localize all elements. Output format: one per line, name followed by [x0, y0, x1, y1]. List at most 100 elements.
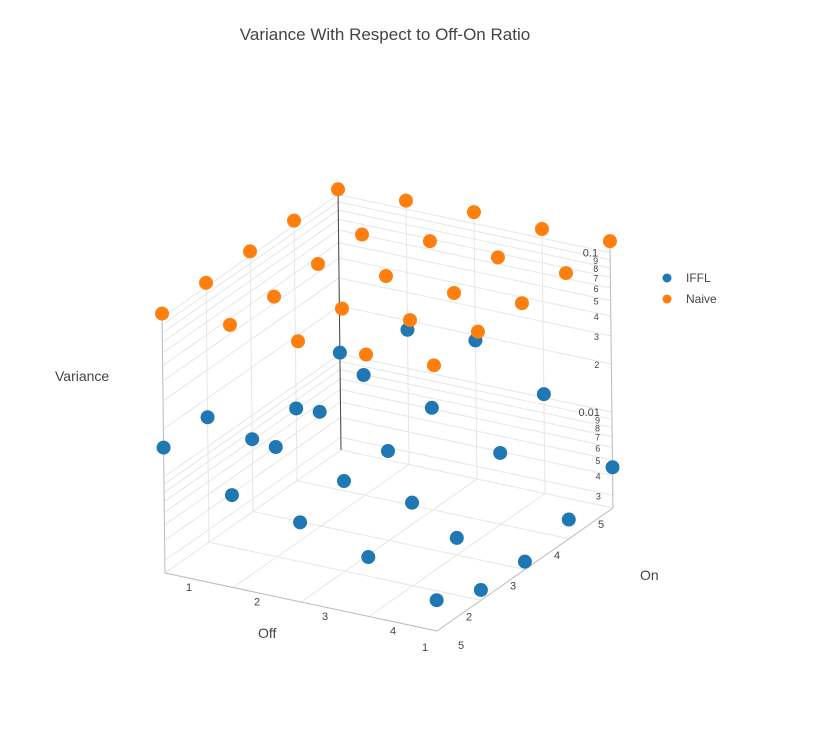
x-axis-title: Off [258, 625, 277, 641]
data-point[interactable] [517, 554, 532, 569]
data-point[interactable] [245, 432, 260, 447]
data-point[interactable] [429, 593, 444, 608]
x-tick-label: 5 [598, 519, 604, 531]
floor-grid-line [300, 478, 478, 603]
data-point[interactable] [466, 205, 481, 220]
y-tick-label: 5 [458, 640, 464, 652]
z-tick-label: 7 [595, 433, 600, 443]
data-point[interactable] [267, 289, 282, 304]
z-tick-label: 7 [593, 273, 598, 283]
wall-grid-line [162, 218, 339, 343]
wall-grid-line [164, 417, 341, 541]
data-point[interactable] [380, 444, 395, 459]
z-tick-label: 0.01 [578, 407, 599, 419]
x-axis-line [436, 507, 614, 632]
wall-grid-line [161, 201, 339, 326]
wall-grid-line [163, 360, 341, 485]
wall-grid-line [338, 201, 611, 261]
data-point[interactable] [312, 404, 327, 419]
data-point[interactable] [514, 296, 529, 311]
wall-grid-line [164, 436, 342, 561]
data-point[interactable] [426, 358, 441, 373]
wall-grid-line [249, 249, 254, 512]
data-point[interactable] [156, 440, 171, 455]
wall-grid-line [473, 216, 478, 480]
data-point[interactable] [293, 515, 308, 530]
wall-grid-line [163, 305, 340, 430]
data-point[interactable] [422, 234, 437, 249]
data-point[interactable] [224, 488, 239, 503]
wall-grid-line [162, 229, 339, 354]
data-point[interactable] [602, 234, 617, 249]
data-point[interactable] [334, 301, 349, 316]
data-point[interactable] [356, 367, 371, 382]
series-naive [155, 182, 617, 373]
data-point[interactable] [493, 445, 508, 460]
data-point[interactable] [561, 512, 576, 527]
data-point[interactable] [311, 257, 325, 271]
data-point[interactable] [605, 460, 620, 475]
floor-grid-line [368, 493, 546, 617]
data-point[interactable] [355, 227, 370, 242]
wall-grid-line [340, 378, 613, 438]
data-point[interactable] [449, 530, 464, 545]
z-tick-label: 5 [594, 297, 599, 307]
wall-grid-line [164, 401, 341, 526]
wall-grid-line [339, 360, 613, 420]
z-tick-label: 2 [594, 360, 599, 370]
z-tick-label: 3 [596, 491, 601, 501]
data-point[interactable] [378, 269, 393, 284]
data-point[interactable] [490, 250, 505, 265]
y-tick-label: 4 [390, 626, 396, 638]
wall-grid-line [339, 353, 613, 413]
data-point[interactable] [331, 182, 346, 197]
data-point[interactable] [268, 440, 283, 455]
data-point[interactable] [200, 410, 215, 425]
data-points [155, 182, 620, 608]
z-tick-label: 3 [594, 332, 599, 342]
legend-label[interactable]: Naive [686, 292, 717, 306]
data-point[interactable] [398, 193, 413, 208]
wall-grid-line [340, 401, 613, 461]
data-point[interactable] [405, 495, 420, 510]
wall-grid-line [162, 242, 339, 366]
x-tick-label: 1 [422, 642, 428, 654]
z-tick-label: 5 [595, 456, 600, 466]
z-tick-label: 9 [595, 415, 600, 425]
data-point[interactable] [470, 324, 485, 339]
axis-labels: Variance Off On 34567890.01234567890.112… [55, 248, 659, 654]
legend-marker [662, 273, 672, 283]
data-point[interactable] [558, 266, 573, 281]
data-point[interactable] [243, 244, 258, 259]
data-point[interactable] [359, 347, 373, 362]
data-point[interactable] [336, 474, 351, 489]
plot-scene[interactable] [161, 187, 614, 632]
legend-marker [662, 294, 672, 304]
y-tick-label: 1 [186, 582, 192, 594]
data-point[interactable] [447, 286, 461, 300]
data-point[interactable] [473, 582, 488, 597]
data-point[interactable] [289, 401, 304, 416]
z-tick-label: 8 [593, 264, 598, 274]
data-point[interactable] [291, 334, 306, 349]
legend-label[interactable]: IFFL [686, 271, 711, 285]
data-point[interactable] [424, 400, 439, 415]
data-point[interactable] [155, 306, 170, 321]
data-point[interactable] [332, 345, 347, 360]
y-tick-label: 3 [322, 611, 328, 623]
data-point[interactable] [361, 550, 376, 565]
x-tick-label: 4 [554, 550, 560, 562]
data-point[interactable] [222, 317, 237, 332]
z-axis-edge [337, 187, 342, 451]
data-point[interactable] [287, 213, 302, 228]
data-point[interactable] [199, 275, 214, 290]
series-iffl [156, 322, 620, 608]
y-axis-line [164, 572, 438, 632]
wall-grid-line [338, 242, 611, 302]
y-tick-label: 2 [254, 597, 260, 609]
data-point[interactable] [534, 222, 549, 237]
data-point[interactable] [536, 387, 551, 402]
z-tick-label: 8 [595, 423, 600, 433]
wall-grid-line [162, 277, 340, 402]
data-point[interactable] [402, 313, 417, 328]
